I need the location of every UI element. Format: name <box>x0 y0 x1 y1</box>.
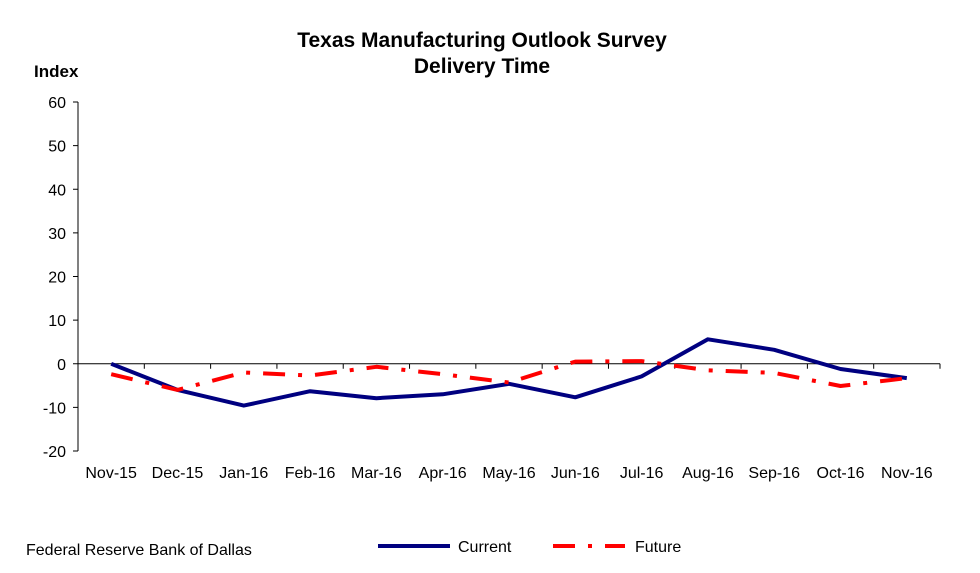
y-tick-label: 40 <box>48 182 66 199</box>
y-axis-ticks: -20 -10 0 10 20 30 40 50 60 <box>43 95 78 461</box>
x-tick-label: Nov-15 <box>85 465 137 482</box>
x-tick-label: Oct-16 <box>817 465 865 482</box>
y-tick-label: 60 <box>48 95 66 112</box>
x-axis-ticks: Nov-15 Dec-15 Jan-16 Feb-16 Mar-16 Apr-16 May-… <box>77 363 941 482</box>
y-tick-label: 10 <box>48 313 66 330</box>
y-tick-label: 0 <box>57 357 66 374</box>
series-line-current <box>110 337 908 408</box>
y-axis-label: Index <box>34 62 79 81</box>
legend: Current Future <box>378 539 681 556</box>
chart-subtitle: Delivery Time <box>413 55 551 78</box>
y-tick-label: -10 <box>43 400 66 417</box>
y-tick-label: 20 <box>48 270 66 287</box>
legend-label-future: Future <box>635 539 681 556</box>
x-tick-label: Jan-16 <box>219 465 268 482</box>
x-tick-label: Dec-15 <box>152 465 204 482</box>
chart-title: Texas Manufacturing Outlook Survey <box>297 29 667 52</box>
x-tick-label: Jul-16 <box>620 465 664 482</box>
x-tick-label: Nov-16 <box>881 465 933 482</box>
y-tick-label: 30 <box>48 226 66 243</box>
x-tick-label: Jun-16 <box>551 465 600 482</box>
source-note: Federal Reserve Bank of Dallas <box>26 542 252 559</box>
x-tick-label: Aug-16 <box>682 465 734 482</box>
y-tick-label: 50 <box>48 139 66 156</box>
x-tick-label: May-16 <box>482 465 535 482</box>
legend-label-current: Current <box>458 539 512 556</box>
x-tick-label: Feb-16 <box>285 465 336 482</box>
x-tick-label: Apr-16 <box>419 465 467 482</box>
series-lines <box>110 337 908 408</box>
x-tick-label: Mar-16 <box>351 465 402 482</box>
x-tick-label: Sep-16 <box>748 465 800 482</box>
y-tick-label: -20 <box>43 444 66 461</box>
